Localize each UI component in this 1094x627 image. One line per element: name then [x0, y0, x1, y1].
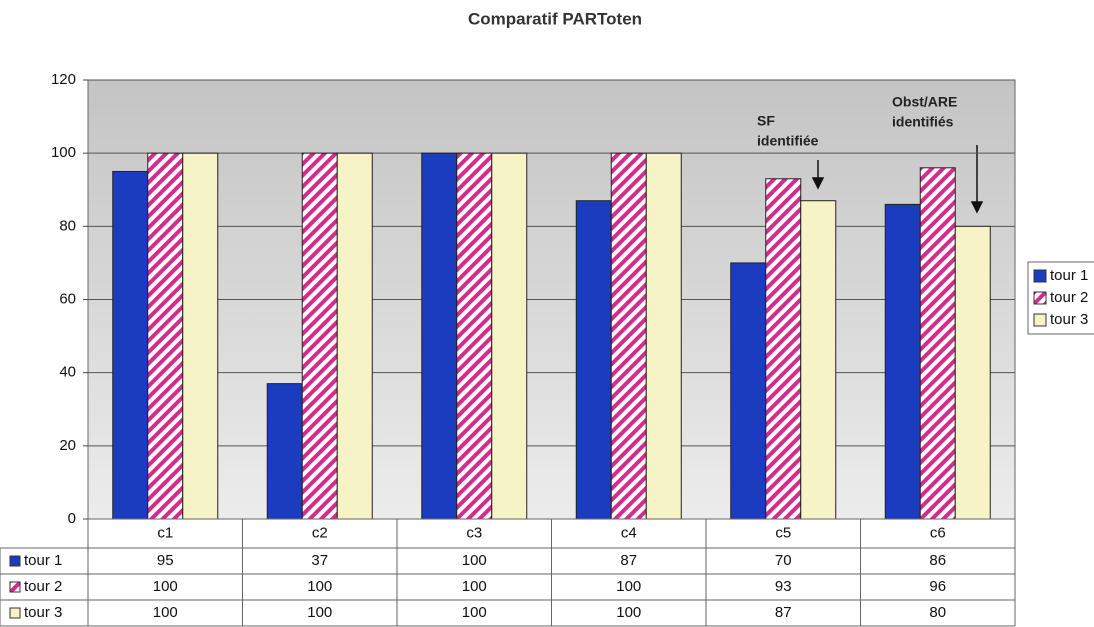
table-cell: 70 [775, 552, 792, 569]
table-cell: 93 [775, 578, 792, 595]
bar [147, 152, 184, 520]
table-legend-swatch [9, 581, 21, 593]
table-cell: 96 [929, 578, 946, 595]
bar [800, 200, 837, 520]
table-cell: 95 [157, 552, 174, 569]
x-tick-label: c6 [930, 524, 946, 541]
x-tick-label: c1 [157, 524, 173, 541]
bar [182, 152, 219, 520]
bar [301, 152, 338, 520]
bar [491, 152, 528, 520]
table-cell: 80 [929, 604, 946, 621]
y-tick-label: 80 [59, 217, 76, 234]
table-series-name: tour 1 [24, 552, 62, 569]
table-series-name: tour 3 [24, 604, 62, 621]
bar [730, 262, 767, 520]
table-series-name: tour 2 [24, 578, 62, 595]
bar [266, 383, 303, 520]
table-cell: 86 [929, 552, 946, 569]
legend-swatch [1033, 313, 1047, 327]
y-tick-label: 20 [59, 437, 76, 454]
table-cell: 100 [616, 578, 641, 595]
bar [336, 152, 373, 520]
bar [575, 200, 612, 520]
table-legend-swatch [9, 555, 21, 567]
bar [456, 152, 493, 520]
table-cell: 87 [620, 552, 637, 569]
bar [919, 167, 956, 520]
legend-swatch [1033, 291, 1047, 305]
table-cell: 100 [153, 604, 178, 621]
annotation: identifiés [892, 114, 954, 130]
x-tick-label: c3 [466, 524, 482, 541]
annotation: SF [757, 113, 775, 129]
table-cell: 100 [462, 578, 487, 595]
table-cell: 37 [311, 552, 328, 569]
x-tick-label: c5 [775, 524, 791, 541]
x-tick-label: c2 [312, 524, 328, 541]
y-tick-label: 0 [68, 510, 76, 527]
chart-title: Comparatif PARToten [468, 9, 642, 28]
bar [421, 152, 458, 520]
annotation: Obst/ARE [892, 94, 957, 110]
y-tick-label: 40 [59, 364, 76, 381]
table-cell: 100 [153, 578, 178, 595]
table-cell: 100 [462, 552, 487, 569]
y-tick-label: 60 [59, 290, 76, 307]
table-cell: 100 [462, 604, 487, 621]
bar [112, 170, 149, 520]
x-tick-label: c4 [621, 524, 637, 541]
y-tick-label: 120 [51, 71, 76, 88]
arrows [811, 145, 984, 214]
legend-swatch [1033, 269, 1047, 283]
legend-label: tour 1 [1050, 267, 1088, 284]
annotation: identifiée [757, 133, 819, 149]
legend-label: tour 3 [1050, 311, 1088, 328]
table-legend-swatch [9, 607, 21, 619]
bar [610, 152, 647, 520]
y-tick-label: 100 [51, 144, 76, 161]
bar [954, 225, 991, 520]
table-cell: 100 [307, 604, 332, 621]
legend-label: tour 2 [1050, 289, 1088, 306]
bar [765, 178, 802, 520]
table-cell: 87 [775, 604, 792, 621]
bar [884, 203, 921, 520]
table-cell: 100 [616, 604, 641, 621]
bar [645, 152, 682, 520]
table-cell: 100 [307, 578, 332, 595]
